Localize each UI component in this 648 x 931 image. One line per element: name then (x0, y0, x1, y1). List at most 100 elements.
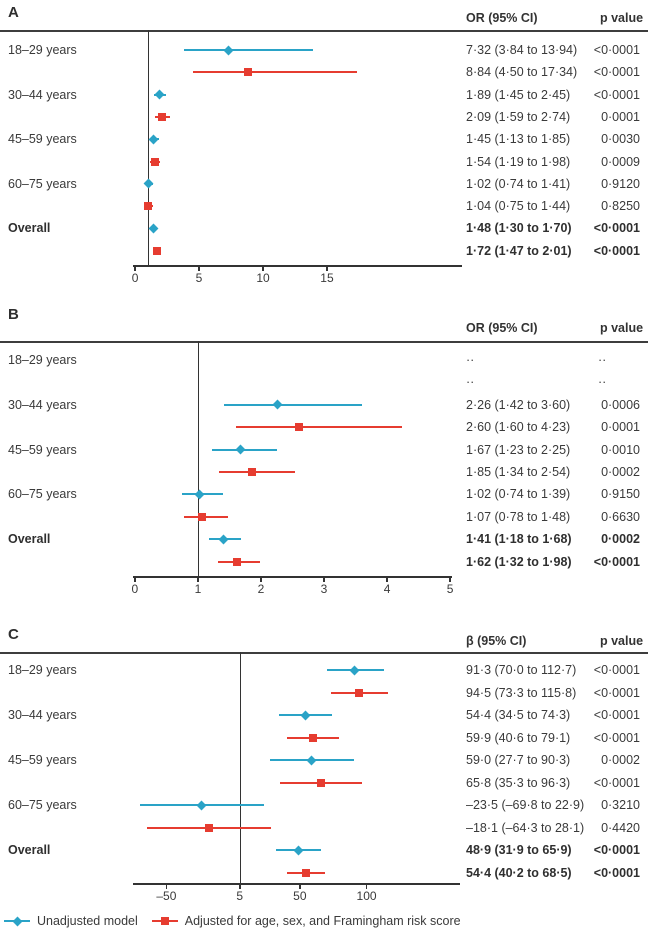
effect-size-value: –18·1 (–64·3 to 28·1) (466, 820, 585, 835)
legend-item-unadjusted: Unadjusted model (4, 914, 138, 928)
x-axis-tick (326, 267, 328, 271)
p-value: <0·0001 (593, 775, 640, 790)
diamond-marker-icon (196, 800, 207, 810)
square-marker-icon (316, 778, 325, 787)
ci-line (235, 426, 402, 429)
x-axis-tick-label: 10 (256, 271, 270, 285)
group-label: 45–59 years (8, 753, 77, 767)
header-rule (0, 341, 648, 343)
effect-size-value: 2·26 (1·42 to 3·60) (466, 397, 571, 412)
effect-size-value: 65·8 (35·3 to 96·3) (466, 775, 571, 790)
x-axis-tick-label: 3 (320, 582, 328, 596)
effect-size-value: 1·45 (1·13 to 1·85) (466, 132, 571, 147)
p-value: 0·8250 (601, 199, 640, 214)
p-value-header: p value (600, 634, 644, 648)
x-axis (133, 265, 462, 267)
x-axis (133, 576, 452, 578)
effect-size-value: 1·85 (1·34 to 2·54) (466, 465, 571, 479)
diamond-marker-icon (300, 710, 311, 720)
group-label: Overall (8, 843, 51, 857)
group-label: 60–75 years (8, 798, 77, 812)
effect-size-value: 48·9 (31·9 to 65·9) (466, 843, 572, 857)
diamond-marker-icon (223, 45, 234, 55)
x-axis-tick (299, 885, 301, 889)
p-value: <0·0001 (593, 843, 640, 857)
x-axis-tick-label: 0 (131, 582, 139, 596)
x-axis-tick (260, 578, 262, 582)
square-marker-icon (233, 557, 242, 566)
x-axis (133, 883, 460, 885)
effect-size-value: 1·04 (0·75 to 1·44) (466, 199, 571, 214)
p-value: 0·6630 (601, 509, 640, 524)
panel-c-label: C (8, 626, 19, 643)
legend-label-unadjusted: Unadjusted model (37, 914, 138, 928)
group-label: 60–75 years (8, 487, 77, 502)
diamond-marker-icon (235, 444, 246, 455)
effect-size-value: 1·48 (1·30 to 1·70) (466, 221, 572, 236)
p-value: <0·0001 (593, 730, 640, 745)
diamond-marker-icon (293, 845, 304, 855)
p-value: <0·0001 (593, 708, 640, 722)
group-label: 45–59 years (8, 442, 77, 457)
legend-label-adjusted: Adjusted for age, sex, and Framingham ri… (184, 914, 461, 928)
reference-line (197, 341, 200, 576)
legend-item-adjusted: Adjusted for age, sex, and Framingham ri… (151, 914, 461, 928)
diamond-marker-icon (4, 916, 30, 926)
p-value: 0·0001 (601, 420, 640, 435)
p-value-header: p value (600, 321, 644, 335)
p-value: 0·0002 (601, 465, 640, 479)
x-axis-tick-label: 15 (320, 271, 334, 285)
square-marker-icon (301, 868, 310, 877)
square-marker-icon (153, 246, 162, 255)
effect-size-value: 1·72 (1·47 to 2·01) (466, 243, 572, 258)
p-value: ·· (598, 375, 607, 390)
group-label: Overall (8, 221, 51, 236)
effect-size-value: 1·02 (0·74 to 1·39) (466, 487, 571, 502)
effect-size-header: β (95% CI) (466, 634, 527, 648)
x-axis-tick (239, 885, 241, 889)
square-marker-icon (244, 68, 253, 77)
diamond-marker-icon (149, 223, 159, 234)
square-marker-icon (247, 468, 256, 476)
group-label: 18–29 years (8, 43, 77, 57)
effect-size-header: OR (95% CI) (466, 11, 538, 25)
x-axis-tick (197, 578, 199, 582)
group-label: 30–44 years (8, 397, 77, 412)
effect-size-value: 59·0 (27·7 to 90·3) (466, 753, 571, 767)
p-value: <0·0001 (593, 554, 640, 569)
x-axis-tick-label: 1 (194, 582, 202, 596)
x-axis-tick-label: 4 (383, 582, 391, 596)
header-rule (0, 652, 648, 654)
effect-size-value: –23·5 (–69·8 to 22·9) (466, 798, 585, 812)
x-axis-tick (449, 578, 451, 582)
x-axis-tick-label: 2 (257, 582, 265, 596)
square-marker-icon (309, 733, 318, 742)
square-marker-icon (198, 512, 207, 521)
x-axis-tick (365, 885, 368, 889)
p-value: 0·0006 (601, 397, 640, 412)
group-label: 30–44 years (8, 87, 77, 102)
group-label: 18–29 years (8, 353, 77, 367)
effect-size-value: 1·54 (1·19 to 1·98) (466, 154, 571, 169)
p-value: <0·0001 (593, 87, 640, 102)
diamond-marker-icon (306, 755, 317, 765)
p-value: 0·9150 (601, 487, 640, 502)
effect-size-value: 94·5 (73·3 to 115·8) (466, 685, 577, 700)
ci-line (224, 403, 362, 406)
effect-size-header: OR (95% CI) (466, 321, 538, 335)
square-marker-icon (144, 202, 153, 211)
header-rule (0, 30, 648, 32)
square-marker-icon (294, 423, 303, 432)
p-value: 0·9120 (601, 176, 640, 191)
effect-size-value: 2·09 (1·59 to 2·74) (466, 109, 571, 124)
x-axis-tick (165, 885, 168, 889)
effect-size-value: 59·9 (40·6 to 79·1) (466, 730, 571, 745)
x-axis-tick (386, 578, 388, 582)
ci-line (219, 471, 295, 473)
group-label: 60–75 years (8, 176, 77, 191)
p-value: <0·0001 (593, 221, 640, 236)
figure-legend: Unadjusted model Adjusted for age, sex, … (4, 911, 475, 931)
square-marker-icon (157, 112, 166, 121)
effect-size-value: 54·4 (40·2 to 68·5) (466, 865, 572, 880)
